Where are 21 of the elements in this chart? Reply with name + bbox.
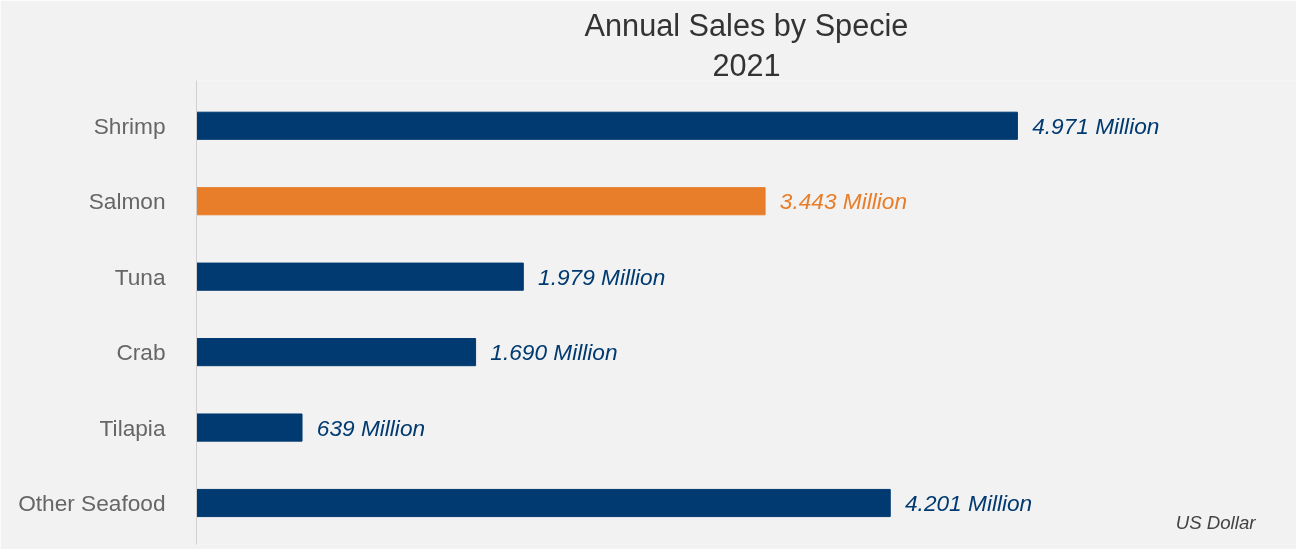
y-tick-label: Crab	[116, 339, 166, 366]
data-label: 1.979 Million	[538, 263, 666, 290]
y-tick-label: Other Seafood	[18, 490, 166, 516]
data-label: 639 Million	[316, 414, 426, 441]
y-tick-label: Shrimp	[93, 112, 166, 139]
y-tick-label: Tilapia	[99, 414, 166, 441]
data-label: 4.971 Million	[1032, 112, 1160, 139]
y-tick-label: Salmon	[88, 188, 166, 215]
data-label: 1.690 Million	[490, 339, 618, 366]
data-label: 4.201 Million	[905, 490, 1033, 516]
y-tick-label: Tuna	[114, 263, 166, 290]
data-label: 3.443 Million	[779, 188, 908, 215]
bar	[196, 262, 524, 291]
chart-title: Annual Sales by Specie	[584, 7, 909, 43]
bar	[196, 187, 766, 216]
bar	[196, 413, 303, 442]
chart-subtitle: 2021	[712, 47, 781, 82]
bar	[196, 111, 1018, 140]
text: US Dollar	[1175, 511, 1257, 533]
bar	[196, 338, 477, 367]
bar	[196, 488, 891, 518]
